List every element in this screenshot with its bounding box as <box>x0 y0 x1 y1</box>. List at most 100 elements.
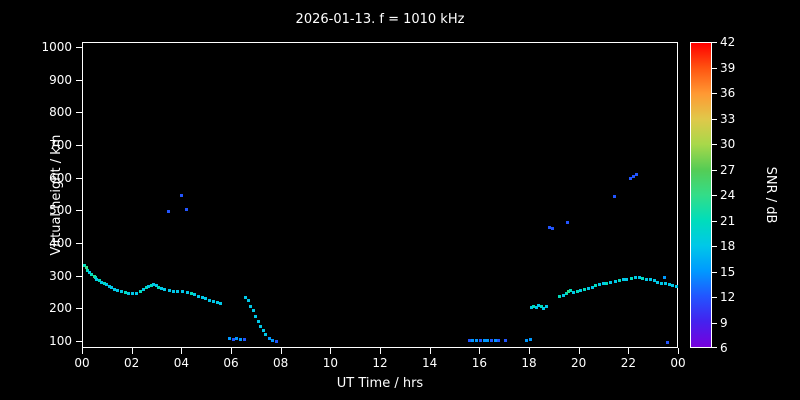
data-point <box>110 286 114 290</box>
data-point <box>648 278 652 282</box>
data-point <box>629 177 633 181</box>
data-point <box>215 300 219 304</box>
y-tick-mark <box>76 210 82 212</box>
colorbar-tick-mark <box>712 67 717 69</box>
data-point <box>497 339 501 343</box>
data-point <box>185 290 189 294</box>
data-point <box>189 292 193 296</box>
data-point <box>184 208 188 212</box>
data-point <box>259 324 263 328</box>
colorbar-tick-mark <box>712 169 717 171</box>
data-point <box>575 289 579 293</box>
colorbar-tick-label: 33 <box>720 111 736 126</box>
data-point <box>586 286 590 290</box>
x-tick-label: 14 <box>422 356 438 370</box>
data-point <box>204 297 208 301</box>
data-point <box>471 338 475 342</box>
data-point <box>564 292 568 296</box>
data-point <box>594 284 598 288</box>
data-point <box>609 281 613 285</box>
y-tick-label: 400 <box>49 236 72 250</box>
data-point <box>605 281 609 285</box>
data-point <box>149 283 153 287</box>
data-point <box>251 309 255 313</box>
data-point <box>558 295 562 299</box>
data-point <box>267 336 271 340</box>
data-point <box>246 298 250 302</box>
data-point <box>142 288 146 292</box>
x-tick-mark <box>231 348 232 354</box>
data-point <box>208 298 212 302</box>
data-point <box>571 290 575 294</box>
data-point <box>107 284 111 288</box>
data-point <box>475 339 479 343</box>
data-point <box>123 290 127 294</box>
y-tick-mark <box>76 243 82 244</box>
data-point <box>652 279 656 283</box>
x-tick-mark <box>380 348 381 354</box>
data-point <box>656 280 660 284</box>
data-point <box>175 290 179 294</box>
x-tick-mark <box>82 348 83 354</box>
colorbar-tick-mark <box>712 118 717 120</box>
data-point <box>196 294 200 298</box>
y-tick-label: 700 <box>49 138 72 152</box>
data-point <box>539 305 543 309</box>
data-point <box>172 289 176 293</box>
data-point <box>529 306 533 310</box>
y-tick-label: 300 <box>49 268 72 283</box>
data-point <box>116 288 120 292</box>
x-tick-mark <box>131 348 133 354</box>
x-tick-label: 00 <box>670 356 686 370</box>
data-point <box>261 329 265 333</box>
data-point <box>660 281 664 285</box>
y-tick-label: 200 <box>49 301 72 316</box>
data-point <box>534 305 538 309</box>
y-tick-label: 800 <box>49 105 72 120</box>
data-point <box>675 284 679 288</box>
colorbar-tick-label: 42 <box>720 35 736 49</box>
colorbar-tick-label: 24 <box>720 188 736 202</box>
data-point <box>612 195 616 199</box>
colorbar-tick-label: 12 <box>720 290 736 304</box>
data-point <box>486 338 490 342</box>
data-point <box>249 304 253 308</box>
data-point <box>503 339 507 343</box>
data-point <box>565 221 569 225</box>
data-point <box>144 286 148 290</box>
x-tick-label: 04 <box>173 356 189 370</box>
x-tick-label: 02 <box>124 356 140 370</box>
data-point <box>97 279 101 283</box>
colorbar <box>690 42 712 348</box>
colorbar-tick-mark <box>712 195 717 196</box>
data-point <box>159 286 163 290</box>
data-point <box>200 296 204 300</box>
colorbar-tick-mark <box>712 93 717 94</box>
x-tick-label: 08 <box>273 356 289 370</box>
data-point <box>566 290 570 294</box>
x-tick-mark <box>330 348 332 354</box>
colorbar-tick-mark <box>712 322 717 324</box>
x-tick-mark <box>280 348 282 354</box>
x-tick-label: 00 <box>74 356 90 370</box>
data-point <box>239 337 243 341</box>
colorbar-tick-label: 39 <box>720 60 736 75</box>
data-point <box>524 338 528 342</box>
data-point <box>671 283 675 287</box>
data-point <box>254 315 258 319</box>
x-tick-mark <box>181 348 183 354</box>
colorbar-tick-label: 30 <box>720 137 736 151</box>
data-point <box>193 293 197 297</box>
data-point <box>645 277 649 281</box>
data-point <box>95 277 99 281</box>
data-point <box>154 284 158 288</box>
data-point <box>634 276 638 280</box>
data-point <box>228 337 232 341</box>
data-point <box>275 339 279 343</box>
x-tick-label: 10 <box>322 356 338 370</box>
data-point <box>244 296 248 300</box>
data-point <box>550 227 554 231</box>
x-tick-label: 16 <box>471 356 487 370</box>
y-tick-mark <box>76 177 82 179</box>
